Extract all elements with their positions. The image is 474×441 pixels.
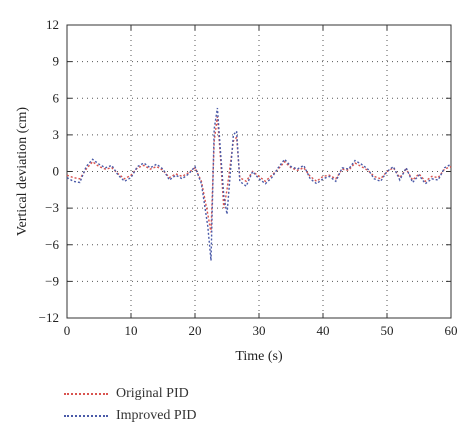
legend: Original PID Improved PID bbox=[64, 383, 197, 427]
x-axis-label: Time (s) bbox=[235, 349, 283, 364]
legend-item-improved: Improved PID bbox=[64, 405, 197, 427]
x-tick-label: 30 bbox=[253, 323, 266, 338]
x-tick-label: 60 bbox=[445, 323, 458, 338]
series-lines bbox=[66, 107, 452, 261]
y-tick-label: −12 bbox=[39, 310, 59, 325]
y-tick-label: −3 bbox=[45, 200, 59, 215]
x-axis-ticks: 0 10 20 30 40 50 60 bbox=[64, 25, 458, 338]
y-tick-label: 9 bbox=[53, 54, 60, 69]
y-tick-label: −9 bbox=[45, 273, 59, 288]
plot-area-frame bbox=[66, 24, 452, 319]
legend-item-original: Original PID bbox=[64, 383, 197, 405]
grid bbox=[67, 25, 451, 318]
x-tick-label: 40 bbox=[317, 323, 330, 338]
y-axis-label: Vertical deviation (cm) bbox=[15, 107, 30, 236]
x-tick-label: 50 bbox=[381, 323, 394, 338]
legend-label-original: Original PID bbox=[116, 386, 189, 401]
series-line-0 bbox=[66, 116, 452, 233]
legend-label-improved: Improved PID bbox=[116, 408, 197, 423]
y-tick-label: −6 bbox=[45, 237, 59, 252]
x-tick-label: 0 bbox=[64, 323, 71, 338]
x-tick-label: 10 bbox=[125, 323, 138, 338]
y-tick-label: 3 bbox=[53, 127, 60, 142]
y-tick-label: 0 bbox=[53, 164, 60, 179]
legend-swatch-improved bbox=[64, 415, 108, 417]
y-tick-label: 12 bbox=[46, 17, 59, 32]
legend-swatch-original bbox=[64, 393, 108, 395]
y-axis-ticks: 12 9 6 3 0 −3 −6 −9 −12 bbox=[39, 17, 451, 325]
y-tick-label: 6 bbox=[53, 90, 60, 105]
x-tick-label: 20 bbox=[189, 323, 202, 338]
